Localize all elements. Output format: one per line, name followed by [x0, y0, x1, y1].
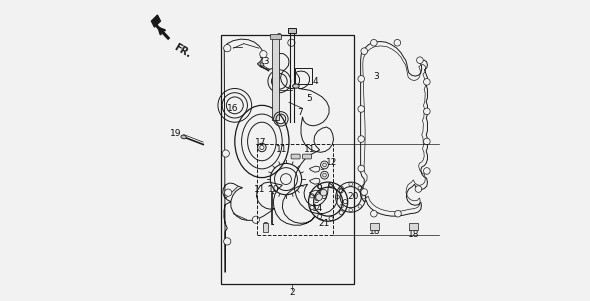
- FancyBboxPatch shape: [291, 154, 300, 159]
- Circle shape: [417, 57, 423, 64]
- Circle shape: [316, 194, 322, 200]
- Text: 13: 13: [259, 57, 271, 66]
- Bar: [221, 35, 353, 284]
- Circle shape: [320, 161, 329, 169]
- Text: FR.: FR.: [172, 42, 193, 60]
- Text: 19: 19: [171, 129, 182, 138]
- Text: 4: 4: [313, 77, 318, 86]
- Text: 9: 9: [319, 163, 325, 172]
- Text: 17: 17: [255, 138, 266, 147]
- Circle shape: [371, 39, 377, 46]
- Text: 11: 11: [304, 145, 315, 154]
- Circle shape: [225, 189, 232, 196]
- Text: 14: 14: [312, 204, 323, 213]
- Text: 15: 15: [317, 192, 329, 201]
- Circle shape: [224, 238, 231, 245]
- Circle shape: [358, 106, 365, 112]
- Text: 12: 12: [326, 158, 337, 167]
- Text: 5: 5: [307, 94, 312, 103]
- Circle shape: [358, 165, 365, 172]
- Text: 2: 2: [289, 288, 295, 297]
- Circle shape: [361, 48, 368, 54]
- Circle shape: [424, 79, 430, 85]
- Text: 18: 18: [369, 227, 380, 236]
- Ellipse shape: [181, 135, 186, 139]
- Circle shape: [320, 171, 329, 179]
- FancyBboxPatch shape: [303, 154, 312, 159]
- Circle shape: [424, 168, 430, 174]
- Ellipse shape: [260, 63, 264, 66]
- Bar: [295, 68, 312, 84]
- Ellipse shape: [293, 84, 299, 88]
- Text: 11: 11: [254, 185, 266, 194]
- Circle shape: [288, 39, 295, 46]
- Text: 7: 7: [297, 108, 303, 117]
- Circle shape: [371, 210, 377, 217]
- Circle shape: [224, 45, 231, 52]
- Bar: [270, 34, 281, 39]
- Text: 21: 21: [319, 219, 330, 228]
- Circle shape: [394, 39, 401, 46]
- Text: 18: 18: [408, 230, 419, 239]
- Circle shape: [358, 136, 365, 142]
- Text: 9: 9: [314, 196, 320, 205]
- Circle shape: [415, 186, 422, 192]
- Circle shape: [424, 138, 430, 145]
- Bar: [272, 38, 279, 120]
- Text: 6: 6: [276, 33, 281, 42]
- Bar: [409, 223, 418, 230]
- Bar: [257, 144, 333, 235]
- Text: 3: 3: [373, 72, 379, 81]
- Circle shape: [222, 150, 230, 157]
- Text: 11: 11: [276, 145, 287, 154]
- Bar: [263, 223, 268, 232]
- Circle shape: [253, 216, 260, 223]
- Circle shape: [395, 210, 401, 217]
- Circle shape: [320, 189, 327, 196]
- Circle shape: [358, 76, 365, 82]
- Circle shape: [260, 51, 267, 58]
- Circle shape: [361, 189, 368, 195]
- Text: 9: 9: [317, 184, 323, 193]
- Text: 10: 10: [268, 185, 279, 194]
- Circle shape: [424, 108, 430, 115]
- Text: 8: 8: [262, 222, 268, 231]
- Polygon shape: [152, 15, 160, 27]
- Bar: [371, 223, 379, 230]
- Text: 16: 16: [227, 104, 238, 113]
- Bar: [288, 28, 296, 33]
- Text: 20: 20: [347, 192, 359, 201]
